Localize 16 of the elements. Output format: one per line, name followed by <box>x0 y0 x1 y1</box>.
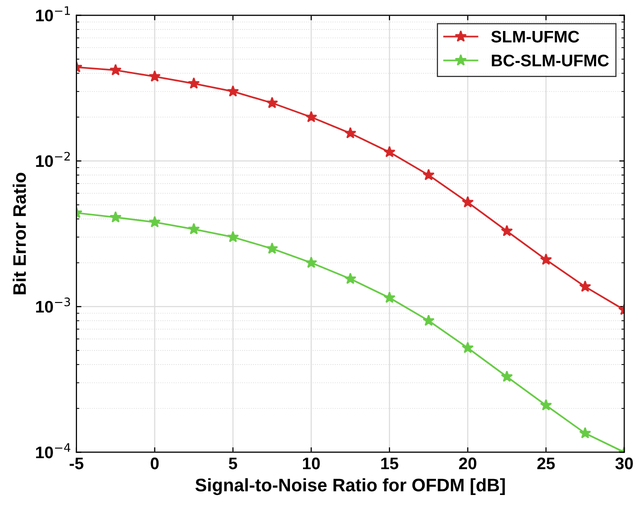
legend-label: BC-SLM-UFMC <box>492 54 609 66</box>
x-tick-label: 20 <box>459 458 476 470</box>
x-tick-label: -5 <box>70 458 84 470</box>
x-axis-title: Signal-to-Noise Ratio for OFDM [dB] <box>195 478 505 496</box>
y-tick-label: 10$^{−4}$ <box>36 443 70 458</box>
y-tick-label: 10$^{−1}$ <box>36 6 70 22</box>
x-tick-label: 30 <box>615 458 633 470</box>
legend-label: SLM-UFMC <box>491 30 580 43</box>
y-tick-label: 10$^{−3}$ <box>36 297 70 313</box>
y-tick-label: 10$^{−2}$ <box>36 152 70 168</box>
x-tick-label: 0 <box>150 458 159 470</box>
y-axis-title: Bit Error Ratio <box>12 172 26 294</box>
x-tick-label: 15 <box>381 458 398 470</box>
x-tick-label: 25 <box>537 458 555 470</box>
x-tick-label: 10 <box>303 458 320 470</box>
x-tick-label: 5 <box>228 458 238 470</box>
